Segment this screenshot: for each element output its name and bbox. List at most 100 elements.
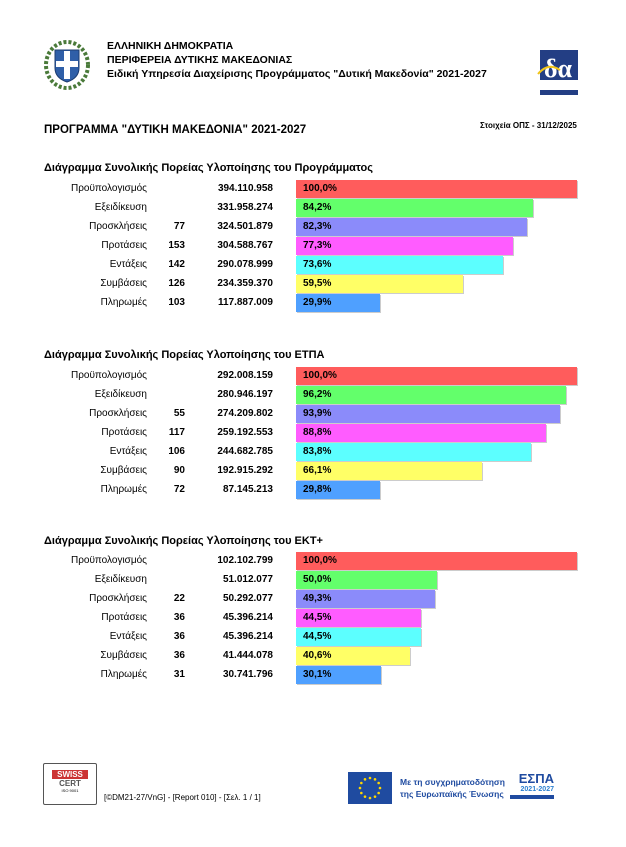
- count-value: 117: [168, 427, 185, 438]
- amount-value: 274.209.802: [217, 408, 273, 419]
- category-label: Συμβάσεις: [100, 278, 147, 289]
- chart-row: Προϋπολογισμός 394.110.958 100,0%: [0, 180, 626, 199]
- count-value: 153: [168, 240, 185, 251]
- chart-row: Πληρωμές 72 87.145.213 29,8%: [0, 481, 626, 500]
- chart-row: Εξειδίκευση 51.012.077 50,0%: [0, 571, 626, 590]
- percent-label: 49,3%: [303, 593, 332, 604]
- bar: [296, 275, 464, 293]
- percent-label: 40,6%: [303, 650, 332, 661]
- report-reference: [©DM21-27/VnG] - [Report 010] - [Σελ. 1 …: [104, 793, 261, 802]
- chart-row: Συμβάσεις 126 234.359.370 59,5%: [0, 275, 626, 294]
- bar: [296, 647, 411, 665]
- amount-value: 45.396.214: [222, 612, 273, 623]
- bar: [296, 609, 422, 627]
- chart-row: Προτάσεις 117 259.192.553 88,8%: [0, 424, 626, 443]
- eu-star: [377, 791, 380, 795]
- percent-label: 96,2%: [303, 389, 332, 400]
- amount-value: 51.012.077: [222, 574, 273, 585]
- eu-star: [363, 795, 367, 798]
- percent-label: 44,5%: [303, 612, 332, 623]
- bar: [296, 294, 381, 312]
- percent-label: 93,9%: [303, 408, 332, 419]
- eu-star: [360, 791, 363, 795]
- chart-row: Προϋπολογισμός 102.102.799 100,0%: [0, 552, 626, 571]
- percent-label: 73,6%: [303, 259, 332, 270]
- percent-label: 100,0%: [303, 370, 337, 381]
- bar: [296, 666, 381, 684]
- eu-star: [363, 778, 367, 781]
- count-value: 90: [173, 465, 185, 476]
- bar: [296, 481, 380, 499]
- bar: [296, 367, 577, 385]
- percent-label: 83,8%: [303, 446, 332, 457]
- amount-value: 394.110.958: [217, 183, 273, 194]
- header-line-2: ΠΕΡΙΦΕΡΕΙΑ ΔΥΤΙΚΗΣ ΜΑΚΕΔΟΝΙΑΣ: [107, 54, 293, 66]
- amount-value: 50.292.077: [222, 593, 273, 604]
- percent-label: 100,0%: [303, 183, 337, 194]
- chart-row: Εξειδίκευση 331.958.274 84,2%: [0, 199, 626, 218]
- eu-flag-icon: [348, 772, 392, 804]
- count-value: 36: [173, 631, 185, 642]
- bar: [296, 256, 503, 274]
- program-title: ΠΡΟΓΡΑΜΜΑ "ΔΥΤΙΚΗ ΜΑΚΕΔΟΝΙΑ" 2021-2027: [44, 124, 307, 136]
- category-label: Προτάσεις: [101, 240, 147, 251]
- chart-row: Εξειδίκευση 280.946.197 96,2%: [0, 386, 626, 405]
- category-label: Εξειδίκευση: [94, 574, 147, 585]
- category-label: Προσκλήσεις: [89, 221, 147, 232]
- percent-label: 44,5%: [303, 631, 332, 642]
- bar: [296, 218, 528, 236]
- category-label: Προτάσεις: [101, 612, 147, 623]
- count-value: 77: [173, 221, 185, 232]
- chart-row: Προσκλήσεις 55 274.209.802 93,9%: [0, 405, 626, 424]
- amount-value: 280.946.197: [217, 389, 273, 400]
- category-label: Προσκλήσεις: [89, 593, 147, 604]
- amount-value: 87.145.213: [222, 484, 273, 495]
- amount-value: 292.008.159: [217, 370, 273, 381]
- category-label: Εντάξεις: [109, 259, 147, 270]
- bar: [296, 405, 560, 423]
- amount-value: 324.501.879: [217, 221, 273, 232]
- count-value: 55: [173, 408, 185, 419]
- espa-logo: ΕΣΠΑ 2021-2027: [510, 771, 554, 803]
- percent-label: 50,0%: [303, 574, 332, 585]
- eu-star: [360, 781, 363, 785]
- eu-cofunding-text-2: της Ευρωπαϊκής Ένωσης: [400, 789, 504, 799]
- category-label: Εξειδίκευση: [94, 202, 147, 213]
- bar: [296, 443, 532, 461]
- amount-value: 304.588.767: [217, 240, 273, 251]
- amount-value: 117.887.009: [217, 297, 273, 308]
- amount-value: 45.396.214: [222, 631, 273, 642]
- bar: [296, 199, 533, 217]
- category-label: Εντάξεις: [109, 631, 147, 642]
- chart-row: Προτάσεις 153 304.588.767 77,3%: [0, 237, 626, 256]
- eu-star: [368, 776, 372, 780]
- category-label: Πληρωμές: [100, 669, 147, 680]
- bar: [296, 424, 546, 442]
- bar: [296, 552, 577, 570]
- category-label: Πληρωμές: [100, 484, 147, 495]
- percent-label: 29,9%: [303, 297, 332, 308]
- eu-star: [373, 795, 377, 798]
- category-label: Προσκλήσεις: [89, 408, 147, 419]
- category-label: Προτάσεις: [101, 427, 147, 438]
- category-label: Προϋπολογισμός: [70, 555, 147, 566]
- percent-label: 100,0%: [303, 555, 337, 566]
- chart-title: Διάγραμμα Συνολικής Πορείας Υλοποίησης τ…: [44, 162, 373, 174]
- percent-label: 88,8%: [303, 427, 332, 438]
- header-line-1: ΕΛΛΗΝΙΚΗ ΔΗΜΟΚΡΑΤΙΑ: [107, 40, 234, 52]
- chart-row: Προϋπολογισμός 292.008.159 100,0%: [0, 367, 626, 386]
- chart-row: Εντάξεις 142 290.078.999 73,6%: [0, 256, 626, 275]
- chart-row: Προσκλήσεις 22 50.292.077 49,3%: [0, 590, 626, 609]
- count-value: 126: [168, 278, 185, 289]
- bar: [296, 180, 577, 198]
- amount-value: 30.741.796: [222, 669, 273, 680]
- eya-logo-icon: δα: [537, 50, 578, 95]
- eu-cofunding-text-1: Με τη συγχρηματοδότηση: [400, 777, 505, 787]
- category-label: Εντάξεις: [109, 446, 147, 457]
- count-value: 31: [173, 669, 185, 680]
- bar: [296, 628, 422, 646]
- chart-row: Πληρωμές 31 30.741.796 30,1%: [0, 666, 626, 685]
- percent-label: 77,3%: [303, 240, 332, 251]
- percent-label: 29,8%: [303, 484, 332, 495]
- percent-label: 82,3%: [303, 221, 332, 232]
